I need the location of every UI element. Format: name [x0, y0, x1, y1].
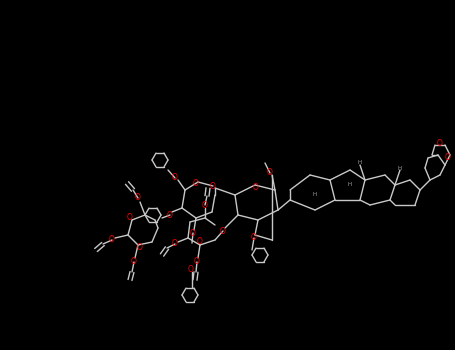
- Text: O: O: [188, 266, 194, 274]
- Text: O: O: [210, 182, 216, 190]
- Text: O: O: [193, 178, 199, 188]
- Text: O: O: [127, 214, 133, 223]
- Text: O: O: [194, 258, 200, 266]
- Text: O: O: [172, 239, 178, 248]
- Text: O: O: [172, 174, 178, 182]
- Text: H: H: [398, 166, 402, 170]
- Text: O: O: [251, 233, 257, 243]
- Text: O: O: [220, 226, 226, 236]
- Text: O: O: [109, 236, 115, 245]
- Text: O: O: [202, 201, 208, 210]
- Text: O: O: [437, 139, 443, 147]
- Text: O: O: [267, 168, 273, 177]
- Text: O: O: [190, 229, 196, 238]
- Text: O: O: [131, 258, 137, 266]
- Text: O: O: [137, 244, 143, 252]
- Text: H: H: [358, 161, 362, 166]
- Text: H: H: [313, 193, 317, 197]
- Text: O: O: [197, 238, 203, 246]
- Text: O: O: [135, 194, 141, 203]
- Text: H: H: [348, 182, 352, 188]
- Text: O: O: [253, 182, 259, 191]
- Text: O: O: [167, 210, 173, 219]
- Text: O: O: [445, 154, 451, 162]
